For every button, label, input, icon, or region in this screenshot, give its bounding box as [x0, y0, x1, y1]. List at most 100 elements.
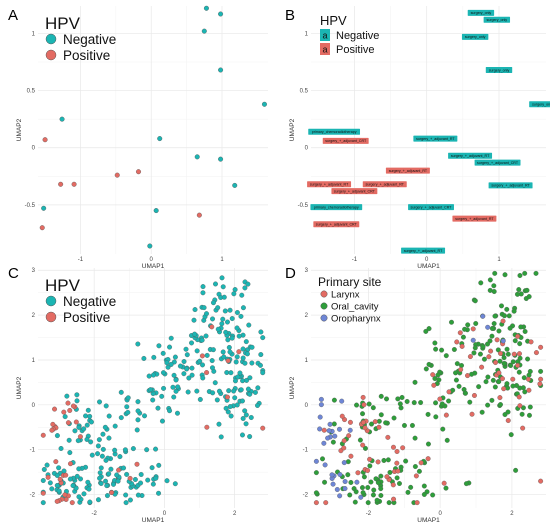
point-negative [87, 413, 93, 419]
point-oral_cavity [481, 356, 487, 362]
point-negative [210, 390, 216, 396]
point-negative [103, 457, 109, 463]
legend-key-positive [320, 43, 330, 55]
x-axis-label: UMAP1 [142, 517, 165, 524]
point-larynx [360, 442, 366, 448]
point-oral_cavity [533, 270, 539, 276]
point-negative [41, 466, 47, 472]
point-oral_cavity [489, 325, 495, 331]
point-larynx [339, 413, 345, 419]
point-negative [232, 287, 238, 293]
point-oropharynx [325, 435, 331, 441]
point-negative [144, 447, 150, 453]
point-oral_cavity [432, 340, 438, 346]
point-oral_cavity [365, 500, 371, 506]
legend-title: HPV [320, 13, 347, 28]
point-oral_cavity [313, 470, 319, 476]
point-larynx [360, 394, 366, 400]
label-box-positive [307, 181, 352, 188]
y-tick-label: 1 [32, 31, 36, 37]
point-negative [81, 426, 87, 432]
point-positive [57, 476, 63, 482]
point-larynx [499, 376, 505, 382]
point-positive [62, 492, 68, 498]
point-oral_cavity [436, 377, 442, 383]
legend-key-oropharynx [320, 314, 328, 322]
point-oral_cavity [378, 393, 384, 399]
point-negative [135, 399, 141, 405]
point-negative [197, 358, 203, 364]
point-oral_cavity [359, 485, 365, 491]
point-negative [249, 344, 255, 350]
point-oral_cavity [426, 326, 432, 332]
point-oropharynx [341, 460, 347, 466]
y-tick-label: 0.5 [27, 89, 36, 95]
point-negative [257, 362, 263, 368]
point-negative [153, 208, 159, 214]
point-negative [103, 478, 109, 484]
label-box-positive [322, 137, 369, 144]
point-oral_cavity [513, 467, 519, 473]
point-negative [255, 403, 260, 408]
legend-item-label: Negative [63, 294, 116, 309]
point-oral_cavity [491, 321, 497, 327]
legend-item-label: Oral_cavity [331, 301, 379, 312]
point-oral_cavity [478, 280, 484, 286]
point-negative [203, 5, 209, 11]
point-oral_cavity [489, 397, 495, 403]
point-negative [112, 447, 118, 453]
panel-letter: D [285, 265, 296, 282]
point-oral_cavity [495, 347, 501, 353]
point-oral_cavity [473, 321, 479, 326]
point-oral_cavity [520, 385, 526, 391]
point-oropharynx [347, 427, 353, 433]
point-oral_cavity [433, 414, 439, 420]
y-axis-label: UMAP2 [289, 118, 296, 141]
point-negative [78, 476, 83, 482]
point-larynx [479, 364, 485, 370]
point-oral_cavity [411, 400, 417, 406]
point-oral_cavity [374, 497, 380, 503]
point-negative [122, 447, 128, 453]
point-negative [222, 308, 228, 314]
point-negative [83, 413, 89, 419]
legend-item-label: Larynx [331, 289, 360, 300]
point-larynx [313, 500, 319, 506]
point-oropharynx [326, 428, 332, 434]
gridlines [38, 6, 268, 254]
point-negative [64, 393, 70, 399]
panel-a: A -1 0 1 -0.5 0 0.5 1 UMAP1 UMAP2 HPVNegativePosit… [8, 5, 268, 270]
point-negative [240, 416, 246, 421]
point-oral_cavity [462, 326, 468, 332]
point-oral_cavity [345, 472, 351, 478]
point-negative [189, 340, 195, 346]
data-marks [313, 270, 544, 506]
point-positive [209, 324, 215, 330]
label-text: surgery_+_adjuvant_CRT [325, 139, 367, 143]
point-oral_cavity [514, 291, 520, 297]
point-oral_cavity [405, 489, 411, 495]
point-larynx [458, 367, 464, 373]
point-negative [224, 370, 230, 376]
point-oral_cavity [370, 492, 376, 498]
point-oral_cavity [399, 394, 405, 400]
label-box-positive [313, 221, 360, 228]
point-larynx [394, 460, 400, 466]
point-larynx [494, 337, 500, 343]
point-oral_cavity [524, 287, 530, 293]
label-text: primary_chemoradiotherapy [314, 205, 359, 209]
point-larynx [414, 500, 420, 506]
point-negative [177, 363, 183, 369]
point-positive [58, 181, 64, 187]
point-larynx [446, 389, 452, 395]
label-box-negative [401, 247, 446, 254]
label-box-negative [467, 9, 495, 16]
point-negative [156, 490, 162, 496]
point-negative [186, 375, 192, 381]
point-oral_cavity [391, 415, 397, 421]
point-negative [216, 421, 222, 427]
point-positive [71, 181, 77, 187]
point-negative [225, 337, 231, 343]
point-oral_cavity [467, 399, 473, 405]
point-positive [109, 490, 115, 496]
